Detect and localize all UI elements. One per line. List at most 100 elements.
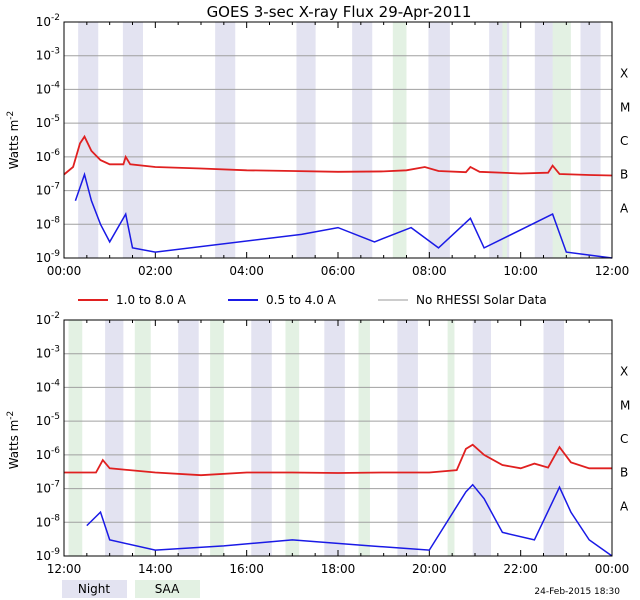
- y-tick-base: 10: [36, 448, 51, 462]
- x-tick-label: 00:00: [595, 562, 630, 576]
- y-tick-exp: -2: [51, 13, 60, 23]
- y-tick-exp: -8: [51, 513, 60, 523]
- x-tick-label: 22:00: [503, 562, 538, 576]
- y-tick-exp: -2: [51, 311, 60, 321]
- saa-band: [285, 320, 300, 556]
- x-tick-label: 00:00: [47, 264, 82, 278]
- y-tick-exp: -9: [51, 249, 60, 259]
- class-label: M: [620, 100, 630, 114]
- y-tick-label: 10-2: [36, 311, 60, 327]
- ylabel-top-exp: -2: [6, 111, 16, 120]
- x-tick-label: 08:00: [412, 264, 447, 278]
- class-label: C: [620, 134, 628, 148]
- legend-night-label: Night: [78, 582, 111, 596]
- ylabel-bottom: Watts m-2: [6, 411, 21, 470]
- legend-label-short: 0.5 to 4.0 A: [266, 293, 337, 307]
- class-label: B: [620, 466, 628, 480]
- y-tick-label: 10-9: [36, 249, 61, 265]
- series-line-long: [64, 443, 612, 477]
- y-tick-exp: -7: [51, 480, 60, 490]
- y-tick-label: 10-2: [36, 13, 60, 29]
- night-band: [78, 22, 99, 258]
- x-tick-label: 20:00: [412, 562, 447, 576]
- y-tick-label: 10-7: [36, 182, 60, 198]
- class-label: A: [620, 499, 629, 513]
- y-tick-exp: -4: [51, 378, 60, 388]
- series-line-short: [74, 171, 613, 259]
- night-band: [428, 22, 450, 258]
- y-tick-exp: -4: [51, 80, 60, 90]
- saa-band: [447, 320, 455, 556]
- class-label: X: [620, 365, 628, 379]
- y-tick-base: 10: [36, 150, 51, 164]
- night-band: [251, 320, 272, 556]
- y-tick-base: 10: [36, 313, 51, 327]
- x-tick-label: 12:00: [47, 562, 82, 576]
- legend-bottom: Night SAA 24-Feb-2015 18:30: [62, 580, 620, 598]
- y-tick-label: 10-5: [36, 114, 60, 130]
- series-line-short: [86, 483, 613, 557]
- night-band: [105, 320, 124, 556]
- ylabel-top-text: Watts m: [7, 120, 21, 170]
- night-band: [324, 320, 345, 556]
- plot-frame: [63, 319, 613, 557]
- y-tick-base: 10: [36, 515, 51, 529]
- y-tick-exp: -3: [51, 345, 60, 355]
- y-tick-exp: -7: [51, 182, 60, 192]
- ylabel-top: Watts m-2: [6, 111, 21, 170]
- y-tick-label: 10-3: [36, 345, 60, 361]
- legend-label-norhessi: No RHESSI Solar Data: [416, 293, 547, 307]
- chart-title: GOES 3-sec X-ray Flux 29-Apr-2011: [207, 3, 472, 21]
- x-tick-label: 06:00: [321, 264, 356, 278]
- x-tick-label: 10:00: [503, 264, 538, 278]
- y-tick-exp: -5: [51, 114, 60, 124]
- night-band: [122, 22, 144, 258]
- y-tick-exp: -6: [51, 148, 60, 158]
- y-tick-base: 10: [36, 15, 51, 29]
- y-tick-exp: -3: [51, 47, 60, 57]
- y-tick-exp: -9: [51, 547, 60, 557]
- night-band: [397, 320, 418, 556]
- class-label: X: [620, 67, 628, 81]
- x-tick-label: 18:00: [321, 562, 356, 576]
- class-label: M: [620, 398, 630, 412]
- y-tick-label: 10-4: [36, 80, 61, 96]
- y-tick-exp: -8: [51, 215, 60, 225]
- y-tick-base: 10: [36, 184, 51, 198]
- footer-date: 24-Feb-2015 18:30: [534, 587, 620, 597]
- x-tick-label: 04:00: [229, 264, 264, 278]
- y-tick-base: 10: [36, 49, 51, 63]
- series-line-long: [63, 134, 613, 177]
- y-tick-label: 10-4: [36, 378, 61, 394]
- y-tick-label: 10-5: [36, 412, 60, 428]
- plot-frame: [63, 21, 613, 259]
- legend-night-swatch: [62, 580, 127, 598]
- x-tick-label: 02:00: [138, 264, 173, 278]
- ylabel-bottom-text: Watts m: [7, 420, 21, 470]
- y-tick-base: 10: [36, 82, 51, 96]
- saa-band: [502, 22, 507, 258]
- y-tick-exp: -5: [51, 412, 60, 422]
- y-tick-label: 10-8: [36, 513, 61, 529]
- y-tick-label: 10-3: [36, 47, 60, 63]
- y-tick-label: 10-7: [36, 480, 60, 496]
- y-tick-base: 10: [36, 549, 51, 563]
- class-label: B: [620, 168, 628, 182]
- y-tick-base: 10: [36, 482, 51, 496]
- legend-saa-swatch: [135, 580, 200, 598]
- x-tick-label: 12:00: [595, 264, 630, 278]
- y-tick-base: 10: [36, 380, 51, 394]
- night-band: [352, 22, 373, 258]
- panel-top: 10-910-810-710-610-510-410-310-2ABCMX00:…: [36, 13, 631, 278]
- saa-band: [358, 320, 370, 556]
- night-band: [543, 320, 565, 556]
- y-tick-label: 10-8: [36, 215, 61, 231]
- y-tick-exp: -6: [51, 446, 60, 456]
- y-tick-base: 10: [36, 217, 51, 231]
- legend-top: 1.0 to 8.0 A 0.5 to 4.0 A No RHESSI Sola…: [78, 293, 547, 307]
- x-tick-label: 16:00: [229, 562, 264, 576]
- y-tick-base: 10: [36, 414, 51, 428]
- saa-band: [134, 320, 151, 556]
- night-band: [178, 320, 199, 556]
